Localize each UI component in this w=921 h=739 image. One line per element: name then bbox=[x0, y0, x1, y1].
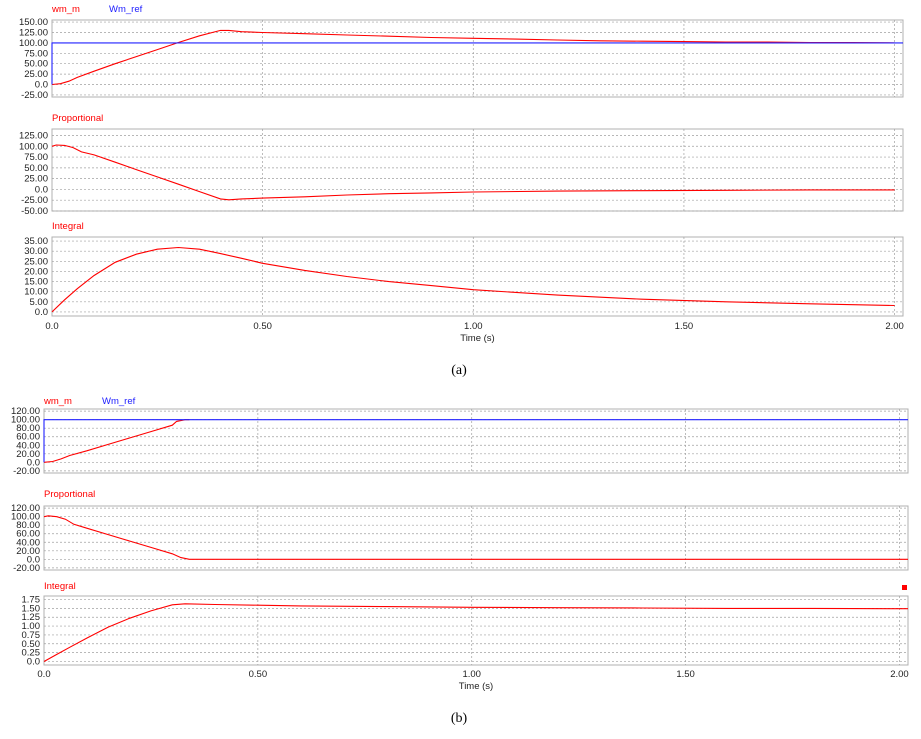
y-tick-label: 0.0 bbox=[27, 457, 40, 468]
x-tick-label: 0.0 bbox=[37, 669, 50, 680]
series-line-integral bbox=[43, 603, 908, 662]
y-tick-label: 120.00 bbox=[11, 503, 40, 514]
legend-entry: Wm_ref bbox=[109, 4, 143, 15]
y-tick-label: 120.00 bbox=[11, 406, 40, 417]
y-tick-label: 40.00 bbox=[16, 440, 40, 451]
y-tick-label: 100.00 bbox=[19, 38, 48, 49]
y-tick-label: 1.00 bbox=[22, 621, 41, 632]
y-tick-label: 1.25 bbox=[22, 612, 41, 623]
y-tick-label: 0.0 bbox=[27, 656, 40, 667]
y-tick-label: 25.00 bbox=[24, 256, 48, 267]
y-tick-label: 125.00 bbox=[19, 130, 48, 141]
y-tick-label: 0.0 bbox=[35, 184, 48, 195]
y-tick-label: 50.00 bbox=[24, 163, 48, 174]
y-tick-label: 125.00 bbox=[19, 27, 48, 38]
series-line-wm-m bbox=[51, 29, 895, 86]
y-tick-label: 60.00 bbox=[16, 432, 40, 443]
y-tick-label: -20.00 bbox=[13, 466, 40, 477]
marker-square bbox=[902, 585, 907, 590]
caption-a: (a) bbox=[451, 363, 467, 378]
x-tick-label: 1.50 bbox=[675, 321, 694, 332]
y-tick-label: -25.00 bbox=[21, 90, 48, 101]
plot-frame bbox=[43, 408, 909, 474]
x-tick-label: 0.50 bbox=[249, 669, 268, 680]
y-tick-label: 0.25 bbox=[22, 648, 41, 659]
y-tick-label: 80.00 bbox=[16, 520, 40, 531]
y-tick-label: 0.0 bbox=[35, 307, 48, 318]
y-tick-label: 30.00 bbox=[24, 246, 48, 257]
plot-frame bbox=[43, 505, 909, 571]
chart-a: -25.000.025.0050.0075.00100.00125.00150.… bbox=[19, 4, 904, 344]
y-tick-label: -20.00 bbox=[13, 563, 40, 574]
legend-entry: Proportional bbox=[44, 489, 95, 500]
y-tick-label: 50.00 bbox=[24, 59, 48, 70]
y-tick-label: 0.0 bbox=[35, 80, 48, 91]
x-axis-label: Time (s) bbox=[459, 681, 493, 692]
x-tick-label: 0.0 bbox=[45, 321, 58, 332]
y-tick-label: -25.00 bbox=[21, 195, 48, 206]
legend-entry: wm_m bbox=[43, 396, 72, 407]
subplot-a-1: -25.000.025.0050.0075.00100.00125.00150.… bbox=[19, 4, 904, 101]
plot-frame bbox=[43, 595, 909, 666]
series-line-wm-m bbox=[43, 419, 190, 463]
legend-entry: Integral bbox=[52, 221, 84, 232]
y-tick-label: 25.00 bbox=[24, 69, 48, 80]
y-tick-label: 20.00 bbox=[24, 266, 48, 277]
y-tick-label: 20.00 bbox=[16, 546, 40, 557]
y-tick-label: 15.00 bbox=[24, 277, 48, 288]
x-tick-label: 1.50 bbox=[676, 669, 695, 680]
x-tick-label: 1.00 bbox=[462, 669, 481, 680]
y-tick-label: -50.00 bbox=[21, 206, 48, 217]
y-tick-label: 100.00 bbox=[11, 512, 40, 523]
series-line-proportional bbox=[51, 144, 895, 201]
y-tick-label: 0.0 bbox=[27, 554, 40, 565]
y-tick-label: 100.00 bbox=[19, 141, 48, 152]
y-tick-label: 35.00 bbox=[24, 236, 48, 247]
x-axis-label: Time (s) bbox=[460, 333, 494, 344]
y-tick-label: 1.50 bbox=[22, 603, 41, 614]
series-line-wm-ref bbox=[43, 419, 908, 463]
series-line-wm-ref bbox=[51, 42, 903, 85]
y-tick-label: 20.00 bbox=[16, 449, 40, 460]
x-tick-label: 0.50 bbox=[253, 321, 272, 332]
y-tick-label: 60.00 bbox=[16, 529, 40, 540]
x-tick-label: 2.00 bbox=[890, 669, 909, 680]
legend-entry: wm_m bbox=[51, 4, 80, 15]
y-tick-label: 100.00 bbox=[11, 415, 40, 426]
series-line-proportional bbox=[43, 515, 908, 560]
y-tick-label: 1.75 bbox=[22, 595, 41, 606]
x-tick-label: 2.00 bbox=[885, 321, 904, 332]
legend-entry: Wm_ref bbox=[102, 396, 136, 407]
legend-entry: Proportional bbox=[52, 113, 103, 124]
y-tick-label: 10.00 bbox=[24, 287, 48, 298]
y-tick-label: 150.00 bbox=[19, 17, 48, 28]
subplot-b-2: -20.000.020.0040.0060.0080.00100.00120.0… bbox=[11, 489, 909, 574]
y-tick-label: 80.00 bbox=[16, 423, 40, 434]
chart-b: -20.000.020.0040.0060.0080.00100.00120.0… bbox=[11, 396, 909, 692]
plot-frame bbox=[51, 19, 904, 98]
plot-frame bbox=[51, 236, 904, 317]
series-line-integral bbox=[51, 246, 895, 313]
subplot-b-1: -20.000.020.0040.0060.0080.00100.00120.0… bbox=[11, 396, 909, 477]
y-tick-label: 75.00 bbox=[24, 48, 48, 59]
y-tick-label: 25.00 bbox=[24, 174, 48, 185]
y-tick-label: 75.00 bbox=[24, 152, 48, 163]
x-tick-label: 1.00 bbox=[464, 321, 483, 332]
plot-frame bbox=[51, 128, 904, 212]
y-tick-label: 5.00 bbox=[30, 297, 49, 308]
caption-b: (b) bbox=[450, 711, 468, 726]
y-tick-label: 0.50 bbox=[22, 639, 41, 650]
y-tick-label: 40.00 bbox=[16, 537, 40, 548]
y-tick-label: 0.75 bbox=[22, 630, 41, 641]
subplot-a-2: -50.00-25.000.025.0050.0075.00100.00125.… bbox=[19, 113, 904, 217]
legend-entry: Integral bbox=[44, 581, 76, 592]
